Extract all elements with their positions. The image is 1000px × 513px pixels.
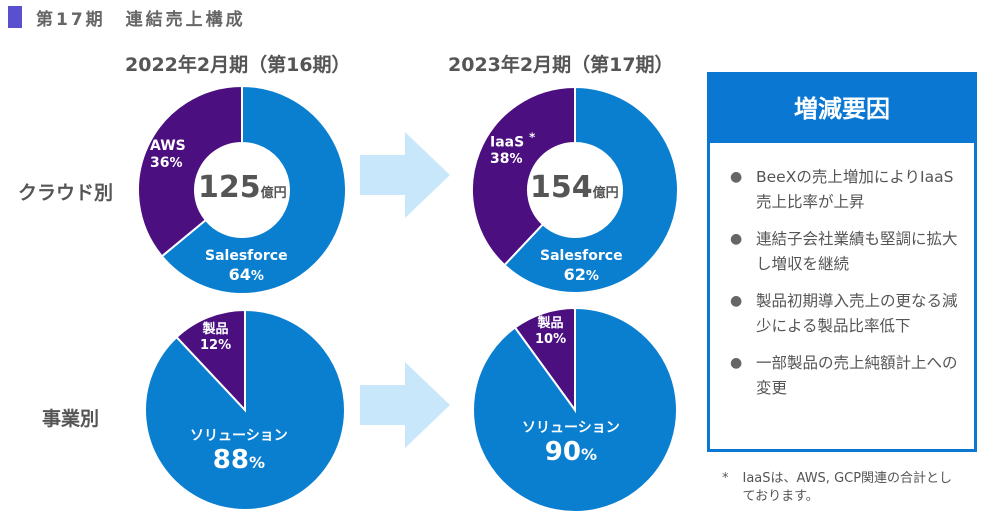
title-accent-bar xyxy=(8,6,22,28)
pie-slice-aws xyxy=(137,84,243,258)
change-factors-title: 増減要因 xyxy=(710,75,974,143)
slice-label-products: 製品 10% xyxy=(535,316,567,347)
pie-slice-salesforce xyxy=(503,85,679,294)
total-revenue-2023: 154億円 xyxy=(530,170,619,205)
factor-item: 一部製品の売上純額計上への変更 xyxy=(730,351,966,401)
factor-item: 連結子会社業績も堅調に拡大し増収を継続 xyxy=(730,227,966,277)
period-2023: 2023年2月期（第17期） xyxy=(448,54,674,76)
factor-item: BeeXの売上増加によりIaaS売上比率が上昇 xyxy=(730,165,966,215)
slice-label-aws: AWS 36% xyxy=(150,138,186,171)
factor-item: 製品初期導入売上の更なる減少による製品比率低下 xyxy=(730,289,966,339)
slice-label-salesforce: Salesforce 62% xyxy=(540,248,623,284)
slice-label-solutions: ソリューション 88% xyxy=(190,428,288,475)
row-label-cloud: クラウド別 xyxy=(18,182,114,204)
total-revenue-2022: 125億円 xyxy=(198,170,287,205)
pie-slice-iaas xyxy=(471,85,576,267)
page-title: 第17期 連結売上構成 xyxy=(36,10,246,30)
row-label-business: 事業別 xyxy=(42,408,100,430)
footnote: * IaaSは、AWS, GCP関連の合計としております。 xyxy=(722,471,953,504)
arrow-icon xyxy=(360,132,450,218)
pie-slice-製品 xyxy=(175,308,246,413)
period-2022: 2022年2月期（第16期） xyxy=(125,54,351,76)
change-factors-panel: 増減要因 BeeXの売上増加によりIaaS売上比率が上昇 連結子会社業績も堅調に… xyxy=(707,72,977,452)
slice-label-salesforce: Salesforce 64% xyxy=(205,248,288,284)
slice-label-products: 製品 12% xyxy=(200,322,232,353)
slice-label-solutions: ソリューション 90% xyxy=(522,420,620,467)
slice-label-iaas: IaaS * 38% xyxy=(490,130,536,168)
pie-slice-salesforce xyxy=(160,84,347,295)
arrow-icon xyxy=(360,362,450,448)
pie-slice-製品 xyxy=(513,306,576,414)
